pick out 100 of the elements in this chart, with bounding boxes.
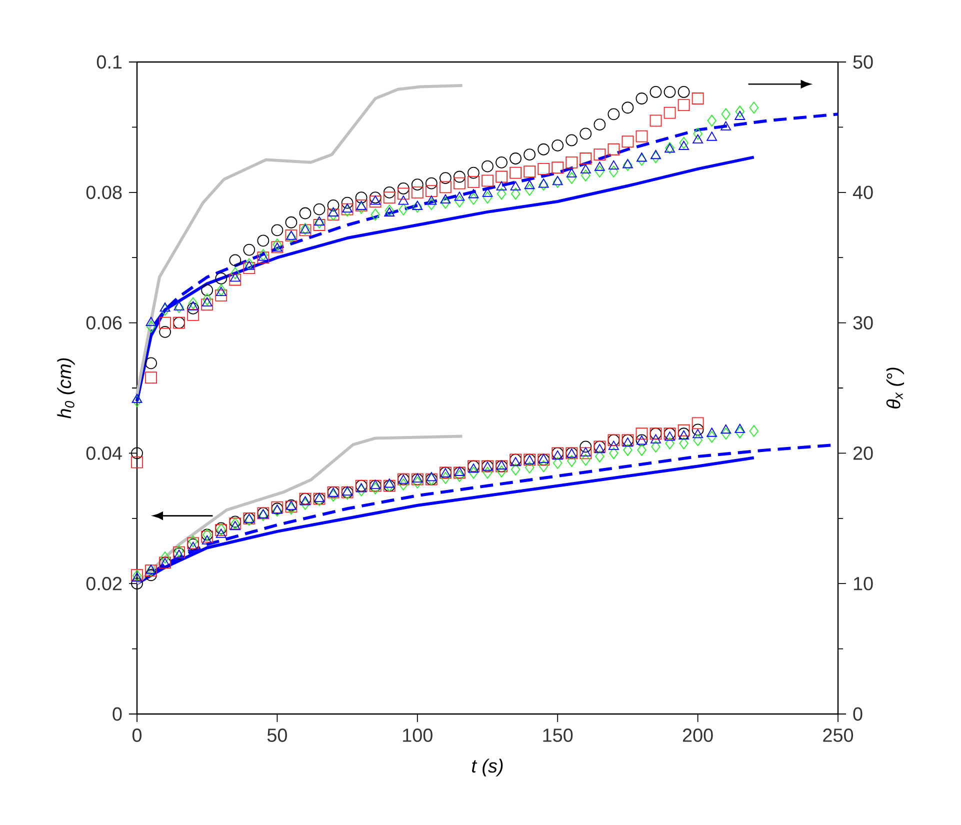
point <box>735 106 744 118</box>
point <box>637 444 646 456</box>
y-tick-label: 0.1 <box>96 55 122 69</box>
point <box>398 203 408 216</box>
point <box>566 168 577 178</box>
point <box>720 424 732 434</box>
point <box>342 486 353 496</box>
point <box>538 454 549 463</box>
point <box>749 102 758 114</box>
point <box>636 130 648 142</box>
y2-tick-label: 10 <box>854 576 873 590</box>
point <box>510 181 521 190</box>
point <box>595 166 604 178</box>
point <box>327 199 340 212</box>
point <box>132 572 142 582</box>
point <box>328 490 338 502</box>
point <box>384 204 394 217</box>
point <box>468 192 478 205</box>
point <box>510 166 522 179</box>
point <box>454 170 466 183</box>
point <box>496 460 507 470</box>
point <box>356 202 366 214</box>
point <box>664 86 676 98</box>
y-tick-label: 0.06 <box>86 316 122 330</box>
point <box>692 417 704 430</box>
point <box>160 304 170 316</box>
point <box>650 150 661 160</box>
point <box>594 148 606 161</box>
point <box>665 437 674 450</box>
point <box>623 444 632 456</box>
line-series <box>137 434 464 586</box>
point <box>215 272 228 284</box>
point <box>244 258 254 270</box>
point <box>411 178 424 191</box>
point <box>468 189 479 198</box>
point <box>608 108 620 120</box>
point <box>552 162 564 174</box>
point <box>398 196 409 205</box>
point <box>608 143 620 156</box>
point <box>440 194 451 204</box>
point <box>721 428 730 440</box>
point <box>230 520 240 530</box>
point <box>160 302 170 312</box>
point <box>229 254 242 266</box>
point <box>202 293 212 306</box>
point <box>300 498 310 510</box>
point <box>271 224 284 236</box>
point <box>539 178 548 191</box>
point <box>132 394 142 403</box>
point <box>609 447 618 460</box>
point <box>243 244 256 256</box>
point <box>159 316 171 329</box>
point <box>229 274 242 286</box>
point <box>174 301 184 314</box>
point <box>581 169 590 182</box>
point <box>454 196 464 208</box>
point <box>580 128 592 140</box>
point <box>370 482 380 494</box>
point <box>188 301 198 310</box>
point <box>146 320 156 333</box>
y2-tick-label: 30 <box>853 316 873 330</box>
point <box>651 151 660 164</box>
point <box>706 132 718 141</box>
point <box>244 260 254 270</box>
point <box>313 203 326 216</box>
x-tick-label: 150 <box>543 728 573 742</box>
point <box>146 564 156 574</box>
point <box>454 470 464 482</box>
point <box>636 92 648 104</box>
y-tick-label: 0 <box>112 707 122 721</box>
point <box>496 156 508 168</box>
point <box>454 177 466 190</box>
point <box>510 457 521 466</box>
point <box>383 192 396 204</box>
point <box>594 444 605 454</box>
point <box>369 196 382 208</box>
point <box>637 154 646 166</box>
point <box>131 447 143 460</box>
point <box>539 460 548 472</box>
point <box>412 200 422 213</box>
y-tick-label: 0.02 <box>86 576 122 590</box>
point <box>496 188 506 200</box>
point <box>258 252 268 261</box>
point <box>678 99 690 111</box>
point <box>468 166 480 179</box>
point <box>370 208 380 221</box>
point <box>383 186 396 198</box>
y2-tick-label: 20 <box>853 446 873 460</box>
point <box>552 176 563 186</box>
point <box>510 188 520 200</box>
y-axis-title: h$_{0}$ (cm) <box>57 358 75 418</box>
point <box>202 535 212 544</box>
point <box>553 457 562 469</box>
point <box>552 140 564 152</box>
point <box>257 234 270 247</box>
point <box>131 578 143 590</box>
point <box>230 272 240 282</box>
point <box>384 207 395 216</box>
point <box>524 184 534 196</box>
point <box>692 428 704 438</box>
